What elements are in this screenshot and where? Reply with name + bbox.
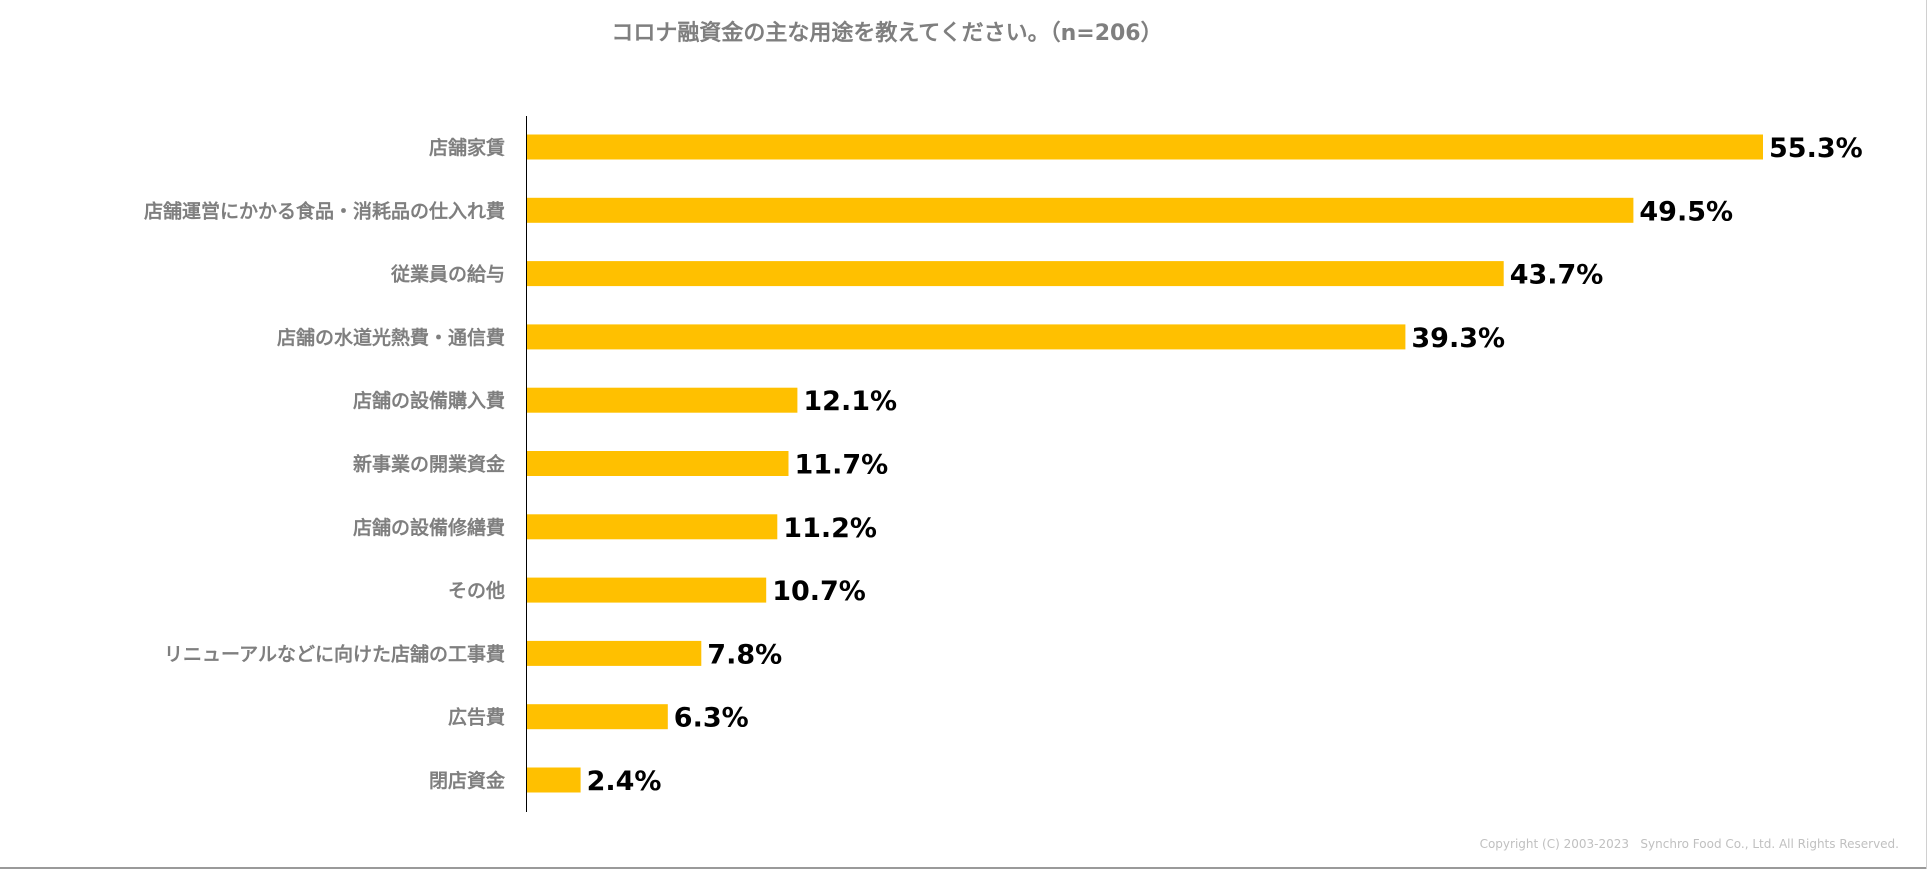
bar-1 xyxy=(527,134,1763,160)
value-label-11: 2.4% xyxy=(587,766,662,797)
value-label-10: 6.3% xyxy=(674,703,749,734)
category-label-4: 店舗の水道光熱費・通信費 xyxy=(277,326,505,349)
category-label-2: 店舗運営にかかる食品・消耗品の仕入れ費 xyxy=(144,199,505,222)
value-label-3: 43.7% xyxy=(1510,260,1604,291)
category-label-11: 閉店資金 xyxy=(429,769,506,792)
value-label-8: 10.7% xyxy=(772,576,866,607)
category-label-10: 広告費 xyxy=(448,706,505,729)
category-label-1: 店舗家賃 xyxy=(429,136,505,159)
copyright-text: Copyright (C) 2003-2023 Synchro Food Co.… xyxy=(1479,837,1899,851)
value-label-5: 12.1% xyxy=(803,386,897,417)
category-label-5: 店舗の設備購入費 xyxy=(353,389,505,412)
bar-5 xyxy=(527,387,798,413)
bar-2 xyxy=(527,197,1634,223)
category-label-8: その他 xyxy=(448,579,505,602)
bar-10 xyxy=(527,704,668,730)
bar-6 xyxy=(527,451,789,476)
category-label-6: 新事業の開業資金 xyxy=(353,453,506,476)
category-label-9: リニューアルなどに向けた店舗の工事費 xyxy=(164,642,505,665)
category-label-3: 従業員の給与 xyxy=(390,263,505,286)
value-label-7: 11.2% xyxy=(783,513,877,544)
chart-title: コロナ融資金の主な用途を教えてください。（n=206） xyxy=(611,20,1162,46)
bar-11 xyxy=(527,767,581,793)
bottom-border xyxy=(0,867,1927,869)
bar-3 xyxy=(527,261,1504,287)
value-label-6: 11.7% xyxy=(795,450,889,481)
value-label-9: 7.8% xyxy=(707,639,782,670)
bar-4 xyxy=(527,324,1406,350)
value-label-2: 49.5% xyxy=(1639,196,1733,227)
value-label-1: 55.3% xyxy=(1769,133,1863,164)
bar-8 xyxy=(527,577,767,603)
value-label-4: 39.3% xyxy=(1411,323,1505,354)
category-label-7: 店舗の設備修繕費 xyxy=(353,516,505,539)
bars-group: 店舗家賃 55.3% 店舗運営にかかる食品・消耗品の仕入れ費 49.5% 従業員の給与 4… xyxy=(144,133,1863,797)
bar-7 xyxy=(527,514,778,540)
bar-9 xyxy=(527,640,702,666)
